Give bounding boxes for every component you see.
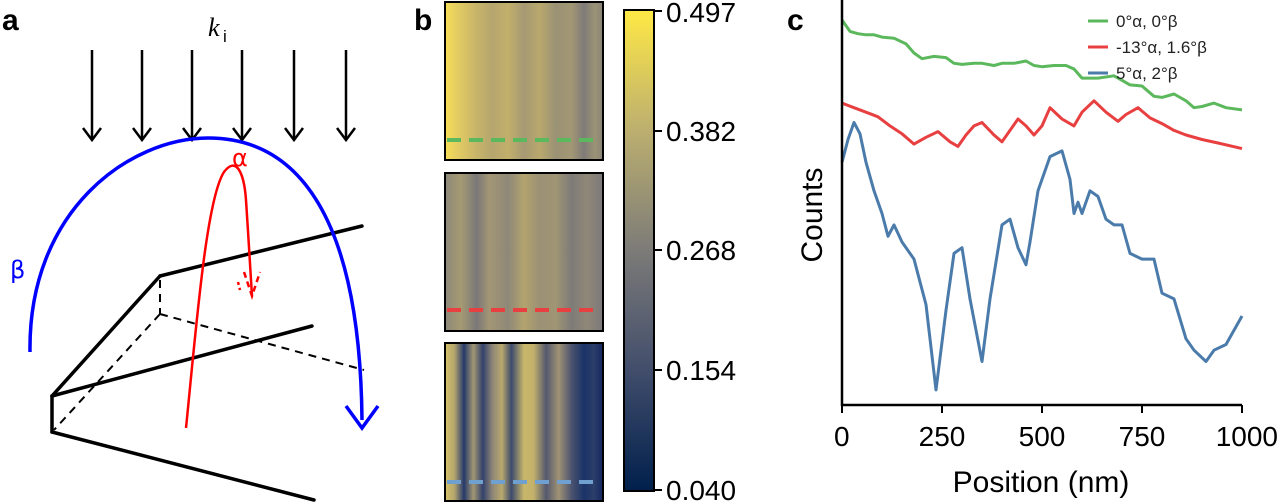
incident-arrow-6: [336, 50, 356, 143]
wavevector-subscript: i: [223, 27, 227, 46]
x-tick-label: 0: [834, 421, 850, 452]
incident-arrow-4: [232, 50, 252, 143]
colorbar-tick-label: 0.040: [666, 475, 736, 504]
x-tick-label: 500: [1019, 421, 1066, 452]
legend-entry-label: 5°α, 2°β: [1116, 64, 1178, 83]
colorbar-tick-label: 0.268: [666, 235, 736, 266]
x-tick-label: 1000: [1216, 421, 1278, 452]
legend-entry-label: -13°α, 1.6°β: [1116, 38, 1207, 57]
series-line-3: [840, 121, 1244, 392]
panel-b-letter: b: [414, 4, 432, 37]
colorbar-tick-label: 0.154: [666, 355, 736, 386]
incident-arrow-5: [284, 50, 304, 143]
panel-a-letter: a: [2, 4, 19, 37]
legend: 0°α, 0°β -13°α, 1.6°β 5°α, 2°β: [1088, 12, 1207, 83]
alpha-label: α: [232, 144, 248, 172]
wedge-edge-middle: [50, 324, 314, 398]
x-axis-title: Position (nm): [953, 466, 1130, 499]
wedge-edge-top: [158, 224, 364, 278]
heatmap-panel-2: [444, 172, 604, 332]
wedge-diagram: [50, 224, 364, 502]
incident-arrow-1: [82, 50, 102, 143]
incident-arrows: [82, 50, 356, 143]
incident-arrow-3: [182, 50, 202, 143]
series-line-1: [840, 19, 1243, 112]
x-tick-label: 250: [919, 421, 966, 452]
heatmap-panel-1: [444, 1, 604, 161]
beta-rotation-arrow: β: [10, 136, 380, 431]
wedge-hidden-edges: [53, 280, 365, 431]
axes-frame: [840, 0, 1242, 407]
colorbar-tick-label: 0.497: [666, 0, 736, 28]
x-tick-label: 750: [1119, 421, 1166, 452]
series-line-2: [841, 99, 1243, 151]
colorbar-tick-label: 0.382: [666, 116, 736, 147]
x-axis-ticks: 0 250 500 750 1000: [834, 405, 1278, 452]
y-axis-title: Counts: [796, 167, 829, 262]
wedge-edge-upper: [50, 274, 162, 398]
heatmap-panel-3: [444, 342, 604, 502]
wavevector-symbol: k: [208, 13, 220, 42]
wavevector-label: k i: [208, 13, 227, 46]
legend-entry-label: 0°α, 0°β: [1116, 12, 1178, 31]
alpha-rotation-arrow: α: [184, 144, 262, 429]
incident-arrow-2: [132, 50, 152, 143]
plot-area: [840, 19, 1244, 392]
panel-c-letter: c: [787, 4, 804, 37]
colorbar: 0.497 0.382 0.268 0.154 0.040: [623, 0, 736, 504]
beta-label: β: [10, 256, 25, 284]
wedge-edge-bottom: [50, 430, 316, 502]
